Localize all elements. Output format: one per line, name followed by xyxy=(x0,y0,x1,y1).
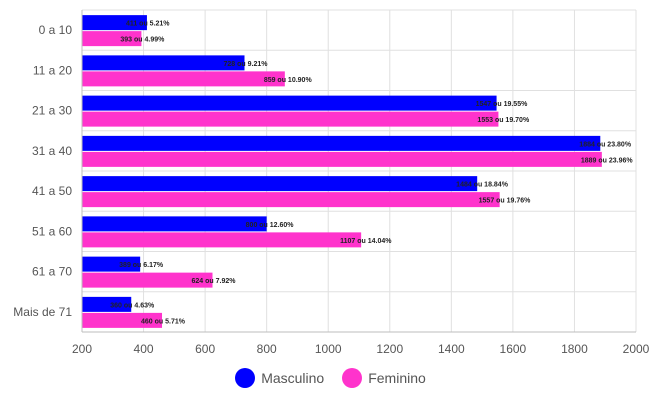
bar-feminino xyxy=(82,232,362,248)
bar-masculino xyxy=(82,95,497,111)
data-label: 411 ou 5.21% xyxy=(126,21,170,28)
x-tick-label: 1400 xyxy=(438,342,465,356)
legend-item-feminino[interactable]: Feminino xyxy=(342,368,426,388)
data-label: 728 ou 9.21% xyxy=(224,61,269,68)
data-label: 360 ou 4.63% xyxy=(110,302,155,309)
x-tick-label: 1600 xyxy=(500,342,527,356)
bar-feminino xyxy=(82,111,499,127)
bar-chart: 200 400 600 800 1000 1200 1400 1600 1800 2000 0 a … xyxy=(13,9,650,356)
legend-label-masculino: Masculino xyxy=(261,370,325,386)
category-label: 11 a 20 xyxy=(33,63,72,77)
x-tick-label: 200 xyxy=(72,342,92,356)
legend-label-feminino: Feminino xyxy=(368,370,426,386)
bar-masculino xyxy=(82,55,245,71)
bar-feminino xyxy=(82,31,142,47)
data-label: 859 ou 10.90% xyxy=(264,77,313,84)
data-label: 389 ou 6.17% xyxy=(119,262,164,269)
data-label: 800 ou 12.60% xyxy=(246,222,295,229)
data-label: 1557 ou 19.76% xyxy=(479,198,532,205)
bar-feminino xyxy=(82,192,500,208)
category-label: 31 a 40 xyxy=(32,144,72,158)
data-label: 1484 ou 18.84% xyxy=(456,182,509,189)
data-label: 1547 ou 19.55% xyxy=(476,101,529,108)
category-label: Mais de 71 xyxy=(13,305,72,319)
data-label: 1553 ou 19.70% xyxy=(477,117,530,124)
data-label: 393 ou 4.99% xyxy=(120,37,165,44)
category-label: 41 a 50 xyxy=(32,184,72,198)
bar-feminino xyxy=(82,71,285,87)
bar-masculino xyxy=(82,135,601,151)
x-tick-label: 1800 xyxy=(561,342,588,356)
legend-swatch-feminino xyxy=(342,368,363,388)
data-label: 1107 ou 14.04% xyxy=(340,238,392,245)
x-tick-label: 600 xyxy=(195,342,215,356)
data-label: 460 ou 5.71% xyxy=(141,318,186,325)
bar-feminino xyxy=(82,312,163,328)
chart-legend: Masculino Feminino xyxy=(0,366,661,390)
x-tick-label: 800 xyxy=(257,342,277,356)
legend-item-masculino[interactable]: Masculino xyxy=(235,368,324,388)
bar-feminino xyxy=(82,151,602,167)
x-tick-label: 2000 xyxy=(623,342,650,356)
category-label: 0 a 10 xyxy=(39,23,73,37)
bar-feminino xyxy=(82,272,213,288)
legend-swatch-masculino xyxy=(235,368,256,388)
bar-masculino xyxy=(82,176,478,192)
bar-masculino xyxy=(82,216,267,232)
bar-masculino xyxy=(82,256,141,272)
data-label: 1889 ou 23.96% xyxy=(581,157,634,164)
category-label: 51 a 60 xyxy=(32,224,72,238)
x-tick-label: 1000 xyxy=(315,342,342,356)
data-label: 624 ou 7.92% xyxy=(191,278,236,285)
bar-masculino xyxy=(82,15,147,31)
x-tick-label: 400 xyxy=(134,342,154,356)
bar-masculino xyxy=(82,296,132,312)
data-label: 1884 ou 23.80% xyxy=(579,141,632,148)
category-label: 61 a 70 xyxy=(32,265,72,279)
category-label: 21 a 30 xyxy=(32,104,72,118)
x-tick-label: 1200 xyxy=(376,342,403,356)
